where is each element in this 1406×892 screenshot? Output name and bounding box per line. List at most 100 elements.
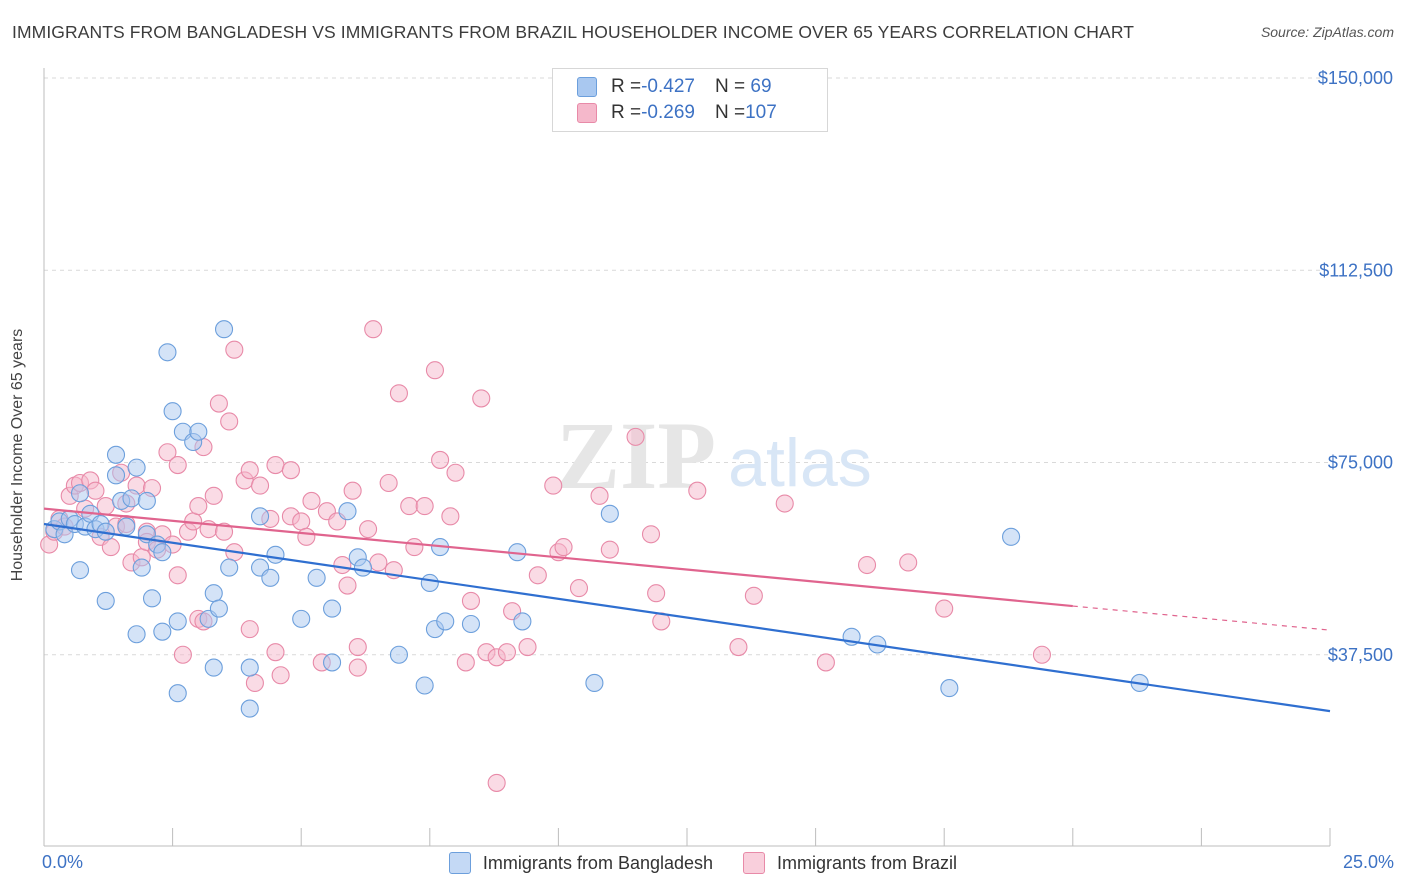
- bangladesh-point: [106, 466, 126, 485]
- brazil-point: [250, 476, 270, 495]
- brazil-point: [456, 653, 475, 672]
- brazil-point: [441, 507, 460, 526]
- brazil-point: [569, 579, 589, 598]
- brazil-point: [544, 476, 563, 495]
- brazil-point: [271, 666, 290, 685]
- bangladesh-point: [323, 599, 342, 618]
- bangladesh-point: [209, 599, 228, 618]
- series-name-bangladesh: Immigrants from Bangladesh: [482, 852, 714, 873]
- bangladesh-point: [214, 320, 234, 339]
- bangladesh-point: [240, 658, 259, 677]
- legend-row-brazil: R = -0.269 N = 107: [577, 101, 777, 125]
- brazil-point: [472, 389, 491, 408]
- brazil-point: [461, 591, 481, 610]
- brazil-point: [101, 538, 120, 557]
- bangladesh-point: [117, 517, 136, 536]
- bangladesh-point: [158, 343, 177, 362]
- watermark-atlas: atlas: [728, 425, 872, 501]
- brazil-point: [348, 658, 367, 677]
- legend-swatch-brazil: [577, 103, 597, 123]
- bangladesh-trend-line: [43, 522, 1331, 713]
- bangladesh-point: [266, 545, 285, 564]
- source-label: Source: ZipAtlas.com: [1260, 24, 1394, 40]
- brazil-point: [379, 473, 398, 493]
- correlation-legend: R = -0.427 N = 69 R = -0.269 N = 107: [552, 68, 828, 132]
- brazil-point: [189, 497, 208, 516]
- brazil-trend-extension: [1072, 605, 1331, 631]
- bangladesh-point: [585, 673, 604, 692]
- legend-n-value: 107: [745, 102, 777, 123]
- brazil-point: [168, 456, 187, 475]
- brazil-point: [415, 497, 434, 516]
- brazil-point: [359, 520, 378, 539]
- bangladesh-point: [307, 568, 326, 587]
- brazil-point: [626, 427, 645, 446]
- brazil-trend-line: [43, 507, 1073, 608]
- brazil-point: [518, 638, 537, 657]
- series-swatch-brazil: [743, 852, 766, 874]
- brazil-point: [431, 450, 450, 469]
- brazil-point: [688, 481, 707, 500]
- series-swatch-bangladesh: [448, 852, 471, 874]
- brazil-point: [302, 491, 321, 511]
- legend-r-label: R =: [611, 76, 642, 97]
- brazil-point: [425, 361, 444, 380]
- brazil-point: [292, 512, 311, 531]
- legend-r-value: -0.427: [641, 76, 695, 97]
- series-legend: Immigrants from Bangladesh Immigrants fr…: [0, 852, 1406, 874]
- bangladesh-point: [142, 589, 162, 608]
- brazil-point: [333, 555, 352, 575]
- bangladesh-point: [204, 584, 223, 603]
- bangladesh-point: [70, 484, 90, 503]
- brazil-point: [245, 673, 264, 692]
- brazil-point: [240, 620, 259, 639]
- bangladesh-point: [600, 504, 619, 523]
- bangladesh-point: [127, 458, 146, 477]
- brazil-point: [497, 643, 517, 662]
- bangladesh-point: [168, 684, 187, 703]
- legend-n-label: N =: [714, 102, 746, 123]
- brazil-point: [600, 540, 619, 559]
- bangladesh-point: [163, 402, 182, 421]
- y-tick-label: $75,000: [1328, 453, 1393, 473]
- brazil-point: [590, 486, 609, 505]
- brazil-point: [338, 576, 357, 595]
- brazil-point: [209, 394, 228, 413]
- brazil-point: [266, 456, 285, 475]
- brazil-point: [220, 412, 239, 431]
- brazil-point: [729, 638, 748, 657]
- brazil-point: [204, 486, 223, 505]
- bangladesh-point: [153, 543, 172, 562]
- x-tick-label-min: 0.0%: [42, 852, 84, 872]
- bangladesh-point: [436, 612, 455, 631]
- bangladesh-point: [240, 699, 259, 718]
- legend-row-bangladesh: R = -0.427 N = 69: [577, 75, 772, 99]
- brazil-point: [214, 522, 234, 541]
- series-legend-bangladesh: Immigrants from Bangladesh: [448, 852, 714, 874]
- bangladesh-point: [513, 612, 532, 631]
- bangladesh-point: [189, 422, 208, 441]
- brazil-point: [86, 481, 105, 500]
- bangladesh-point: [250, 507, 270, 526]
- x-tick-label-max: 25.0%: [1342, 852, 1394, 872]
- bangladesh-point: [168, 612, 187, 631]
- y-tick-labels: $37,500 $75,000 $112,500 $150,000: [1318, 68, 1393, 665]
- bangladesh-point: [153, 622, 172, 641]
- bangladesh-point: [220, 558, 239, 577]
- bangladesh-point: [415, 676, 434, 695]
- bangladesh-point: [389, 645, 408, 664]
- trend-lines: [43, 507, 1331, 713]
- bangladesh-point: [70, 561, 90, 580]
- watermark: ZIP atlas: [556, 402, 872, 509]
- brazil-point: [96, 497, 115, 516]
- brazil-point: [168, 566, 187, 585]
- brazil-point: [225, 340, 244, 359]
- bangladesh-point: [292, 609, 311, 628]
- bangladesh-point: [1002, 527, 1021, 546]
- series-legend-brazil: Immigrants from Brazil: [743, 852, 957, 874]
- brazil-point: [554, 538, 573, 557]
- bangladesh-point: [96, 591, 115, 610]
- brazil-point: [343, 481, 362, 500]
- brazil-point: [816, 653, 835, 672]
- series-name-brazil: Immigrants from Brazil: [777, 852, 958, 873]
